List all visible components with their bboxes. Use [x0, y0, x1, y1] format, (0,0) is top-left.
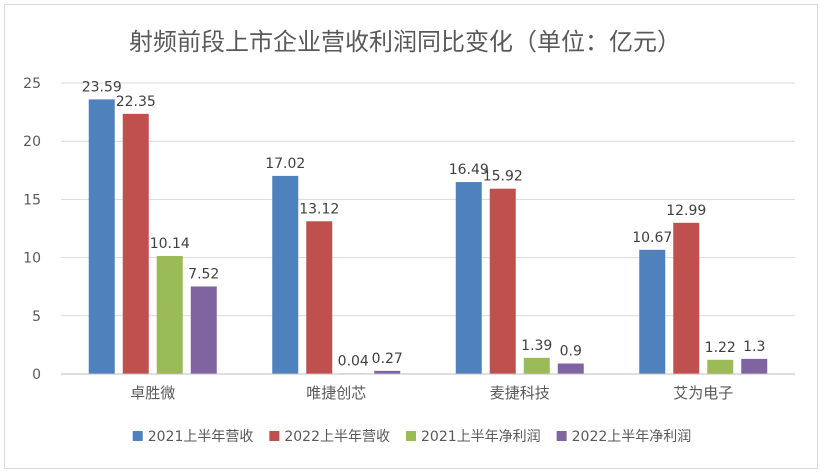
- legend-label-2: 2021上半年净利润: [421, 429, 541, 445]
- legend-label-0: 2021上半年营收: [148, 429, 254, 445]
- x-tick-label-1: 唯捷创芯: [306, 384, 366, 402]
- bar-1-0: [122, 113, 149, 374]
- y-axis: 0 5 10 15 20 25: [23, 76, 41, 383]
- legend-swatch-0: [132, 431, 143, 441]
- data-label-0-3: 10.67: [632, 230, 672, 246]
- bar-0-3: [639, 249, 666, 374]
- data-label-1-3: 12.99: [666, 203, 706, 219]
- y-tick-label-20: 20: [23, 134, 41, 150]
- x-tick-label-3: 艾为电子: [673, 384, 733, 402]
- x-tick-label-2: 麦捷科技: [490, 384, 550, 402]
- legend-label-1: 2022上半年营收: [284, 429, 390, 445]
- bar-chart: 射频前段上市企业营收利润同比变化（单位：亿元） 0 5 10 15 20 25 23.59…: [23, 28, 795, 445]
- y-tick-label-10: 10: [23, 251, 41, 267]
- data-label-3-1: 0.27: [372, 351, 403, 367]
- bar-3-2: [557, 363, 584, 374]
- y-tick-label-15: 15: [23, 192, 41, 208]
- bar-3-1: [374, 370, 401, 374]
- data-label-1-2: 15.92: [483, 169, 523, 185]
- legend: 2021上半年营收 2022上半年营收 2021上半年净利润 2022上半年净利润: [132, 429, 692, 445]
- x-tick-label-0: 卓胜微: [130, 384, 175, 402]
- y-tick-label-0: 0: [32, 367, 41, 383]
- bar-2-3: [707, 359, 734, 374]
- bar-0-1: [272, 175, 299, 374]
- bar-1-3: [673, 222, 700, 374]
- data-label-2-0: 10.14: [150, 236, 190, 252]
- bar-0-0: [88, 99, 115, 374]
- bar-3-3: [741, 358, 768, 374]
- data-label-3-3: 1.3: [743, 339, 765, 355]
- y-tick-label-25: 25: [23, 76, 41, 92]
- data-label-0-2: 16.49: [449, 162, 489, 178]
- data-label-0-0: 23.59: [82, 79, 122, 95]
- gridlines: [61, 82, 795, 317]
- data-label-3-2: 0.9: [560, 344, 582, 360]
- data-label-2-3: 1.22: [705, 340, 736, 356]
- bar-0-2: [455, 182, 482, 374]
- x-axis: 卓胜微 唯捷创芯 麦捷科技 艾为电子: [61, 373, 795, 402]
- bars: [88, 99, 768, 374]
- data-label-2-2: 1.39: [521, 338, 552, 354]
- legend-swatch-1: [269, 431, 280, 441]
- bar-2-0: [156, 255, 183, 374]
- bar-3-0: [190, 286, 217, 374]
- legend-swatch-2: [406, 431, 416, 441]
- bar-1-2: [489, 188, 516, 374]
- bar-1-1: [306, 221, 333, 374]
- chart-frame: 射频前段上市企业营收利润同比变化（单位：亿元） 0 5 10 15 20 25 23.59…: [4, 4, 818, 469]
- data-label-3-0: 7.52: [188, 266, 219, 282]
- legend-label-3: 2022上半年净利润: [572, 429, 692, 445]
- data-label-1-0: 22.35: [116, 94, 156, 110]
- chart-title: 射频前段上市企业营收利润同比变化（单位：亿元）: [129, 28, 681, 56]
- y-tick-label-5: 5: [32, 309, 41, 325]
- data-label-1-1: 13.12: [299, 201, 339, 217]
- data-label-2-1: 0.04: [338, 354, 369, 370]
- data-label-0-1: 17.02: [265, 156, 305, 172]
- legend-swatch-3: [556, 431, 567, 441]
- bar-2-2: [523, 357, 550, 374]
